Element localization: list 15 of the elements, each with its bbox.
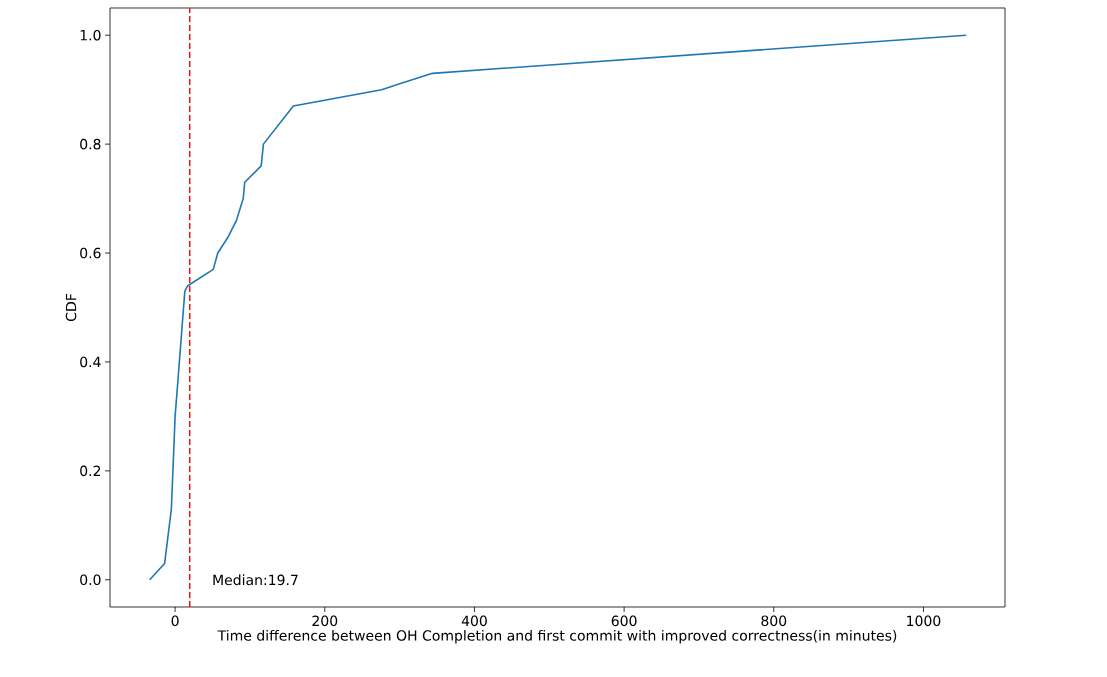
y-tick-label: 0.0 — [80, 574, 101, 586]
y-axis-title: CDF — [65, 294, 77, 322]
y-tick-label: 1.0 — [80, 29, 101, 41]
annotation: Median:19.7 — [213, 574, 298, 586]
x-axis-title: Time difference between OH Completion and first commit with improved correctness(in minutes) — [217, 629, 897, 644]
x-tick-label: 1000 — [907, 615, 941, 627]
y-tick-label: 0.4 — [80, 356, 101, 368]
x-tick-label: 400 — [461, 615, 487, 627]
x-tick-label: 800 — [761, 615, 787, 627]
y-tick-label: 0.2 — [80, 465, 101, 477]
x-tick-label: 0 — [171, 615, 179, 627]
y-tick-label: 0.6 — [80, 247, 101, 259]
y-tick-label: 0.8 — [80, 138, 101, 150]
x-tick-label: 200 — [312, 615, 338, 627]
x-tick-label: 600 — [611, 615, 637, 627]
